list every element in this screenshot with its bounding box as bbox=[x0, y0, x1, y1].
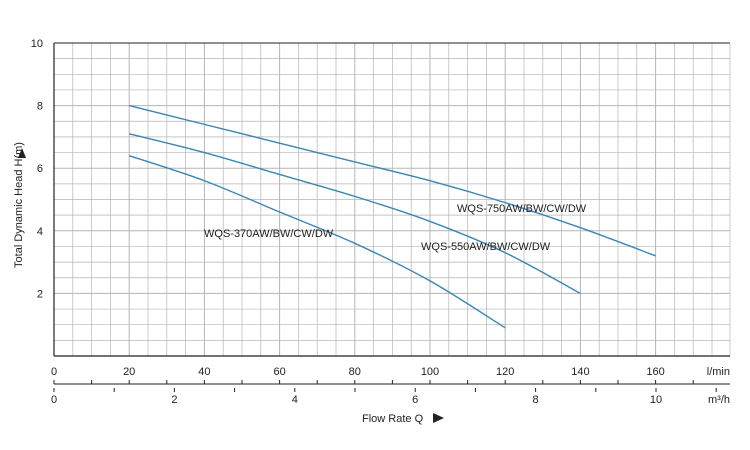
m3h-tick-label: 8 bbox=[533, 394, 539, 406]
lpm-tick-label: 20 bbox=[123, 366, 135, 378]
series-label: WQS-750AW/BW/CW/DW bbox=[457, 203, 587, 215]
lpm-tick-label: 80 bbox=[349, 366, 361, 378]
m3h-tick-label: 6 bbox=[412, 394, 418, 406]
lpm-tick-label: 40 bbox=[198, 366, 210, 378]
m3h-tick-label: 10 bbox=[650, 394, 662, 406]
grid bbox=[54, 43, 730, 356]
y-tick-label: 8 bbox=[37, 101, 43, 113]
series-label: WQS-550AW/BW/CW/DW bbox=[421, 241, 551, 253]
y-tick-label: 6 bbox=[37, 163, 43, 175]
lpm-tick-label: 60 bbox=[273, 366, 285, 378]
y-axis-title: Total Dynamic Head H(m) bbox=[13, 142, 25, 268]
y-tick-label: 4 bbox=[37, 226, 43, 238]
y-tick-label: 10 bbox=[31, 38, 43, 50]
lpm-tick-label: 120 bbox=[496, 366, 514, 378]
m3h-tick-label: 4 bbox=[292, 394, 298, 406]
lpm-unit-label: l/min bbox=[707, 366, 730, 378]
lpm-tick-label: 160 bbox=[646, 366, 664, 378]
m3h-unit-label: m³/h bbox=[708, 394, 730, 406]
m3h-tick-label: 0 bbox=[51, 394, 57, 406]
lpm-tick-label: 0 bbox=[51, 366, 57, 378]
x-axis-arrow-icon bbox=[433, 413, 444, 423]
x-axis-title: Flow Rate Q bbox=[362, 413, 424, 425]
y-tick-label: 2 bbox=[37, 288, 43, 300]
lpm-tick-label: 100 bbox=[421, 366, 439, 378]
lpm-tick-label: 140 bbox=[571, 366, 589, 378]
m3h-tick-label: 2 bbox=[171, 394, 177, 406]
series-label: WQS-370AW/BW/CW/DW bbox=[204, 228, 334, 240]
